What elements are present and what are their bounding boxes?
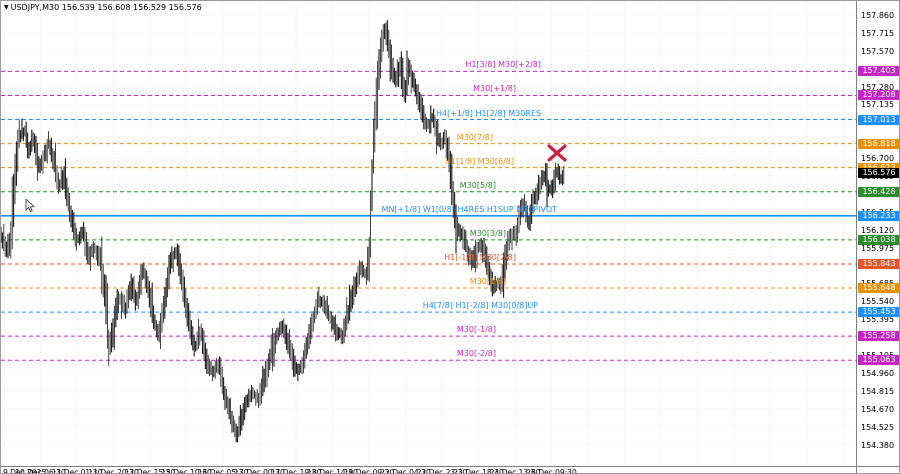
price-level-badge: 157.013 [858, 114, 899, 125]
candles [1, 20, 565, 443]
price-tick-label: 157.715 [861, 28, 895, 38]
time-label: 19 Dec 09:30 [343, 468, 395, 474]
cross-marker[interactable] [547, 144, 567, 162]
price-level-badge: 155.843 [858, 258, 899, 269]
murrey-level-label: MN[+1/8] W1[0/8] H4RES H1SUP M30PIVOT [381, 204, 557, 214]
time-label: 24 Dec 13:30 [489, 468, 541, 474]
murrey-level-label: M30[-2/8] [456, 349, 496, 359]
murrey-level-label: H1[3/8] M30[+2/8] [465, 60, 541, 70]
price-tick-label: 156.700 [861, 154, 895, 164]
time-label: 12 Dec 15:30 [124, 468, 176, 474]
price-level-badge: 156.428 [858, 186, 899, 197]
mouse-cursor-icon [25, 197, 37, 217]
current-price-badge: 156.576 [858, 168, 899, 179]
price-tick-label: 154.525 [861, 422, 895, 432]
price-tick-label: 154.670 [861, 404, 895, 414]
price-tick-label: 157.570 [861, 46, 895, 56]
murrey-level-label: H1[1/8] M30[6/8] [445, 156, 514, 166]
chart-canvas[interactable]: ▼ USDJPY,M30 156.539 156.608 156.529 156.… [1, 1, 856, 466]
murrey-level-label: M30[3/8] [469, 228, 506, 238]
time-label: 11 Dec 20:30 [88, 468, 139, 474]
price-level-badge: 155.063 [858, 355, 899, 366]
ohlc-text: USDJPY,M30 156.539 156.608 156.529 156.5… [10, 3, 202, 12]
price-tick-label: 154.815 [861, 386, 895, 396]
grid-horizontal [1, 14, 856, 446]
time-label: 22 Dec 04:30 [380, 468, 431, 474]
price-tick-label: 155.975 [861, 243, 895, 253]
price-level-badge: 157.208 [858, 90, 899, 101]
murrey-level-label: M30[7/8] [456, 132, 493, 142]
axis-corner [856, 466, 899, 473]
ohlc-readout: ▼ USDJPY,M30 156.539 156.608 156.529 156.… [4, 3, 202, 12]
price-level-badge: 156.623 [858, 162, 899, 173]
time-label: 11 Dec 01:30 [51, 468, 103, 474]
time-axis[interactable]: 9 Dec 2025 10 Dec 06:30 11 Dec 01:30 11 Dec… [1, 466, 856, 474]
price-tick-label: 157.280 [861, 82, 895, 92]
time-label: 22 Dec 23:30 [416, 468, 468, 474]
murrey-level-label: M30[5/8] [459, 180, 496, 190]
time-label: 10 Dec 06:30 [15, 468, 66, 474]
murrey-level-label: M30[1/8] [469, 277, 506, 287]
time-label: 15 Dec 10:30 [161, 468, 212, 474]
symbol-arrow-icon[interactable]: ▼ [4, 4, 9, 11]
price-level-badge: 155.648 [858, 283, 899, 294]
murrey-level-label: M30[-1/8] [456, 325, 496, 335]
murrey-level-label: H1[-1/8] M30[2/8] [444, 252, 516, 262]
price-tick-label: 156.120 [861, 225, 895, 235]
price-level-badge: 156.233 [858, 210, 899, 221]
murrey-level-label: M30[+1/8] [473, 84, 516, 94]
price-level-badge: 155.258 [858, 331, 899, 342]
time-label: 17 Dec 19:30 [270, 468, 322, 474]
level-lines [1, 70, 856, 361]
price-tick-label: 155.395 [861, 315, 895, 325]
price-level-badge: 156.818 [858, 138, 899, 149]
murrey-level-label: H4[7/8] H1[-2/8] M30[0/8]UP [422, 301, 538, 311]
time-label: 26 Dec 09:30 [526, 468, 577, 474]
price-tick-label: 157.135 [861, 100, 895, 110]
time-label: 9 Dec 2025 [3, 468, 47, 474]
time-label: 23 Dec 18:30 [453, 468, 504, 474]
murrey-level-label: H4[+1/8] H1[2/8] M30RES [435, 108, 541, 118]
price-tick-label: 155.540 [861, 297, 895, 307]
price-level-badge: 157.403 [858, 66, 899, 77]
time-label: 17 Dec 00:30 [234, 468, 285, 474]
price-tick-label: 154.380 [861, 440, 895, 450]
time-label: 18 Dec 14:30 [307, 468, 358, 474]
time-label: 16 Dec 05:30 [197, 468, 249, 474]
price-level-badge: 155.453 [858, 307, 899, 318]
price-tick-label: 154.960 [861, 368, 895, 378]
price-level-badge: 156.038 [858, 234, 899, 245]
price-axis[interactable]: 157.860157.715157.570157.280157.135156.9… [856, 1, 899, 466]
candlestick-chart [1, 1, 856, 466]
price-tick-label: 157.860 [861, 10, 895, 20]
grid-vertical [3, 1, 844, 466]
